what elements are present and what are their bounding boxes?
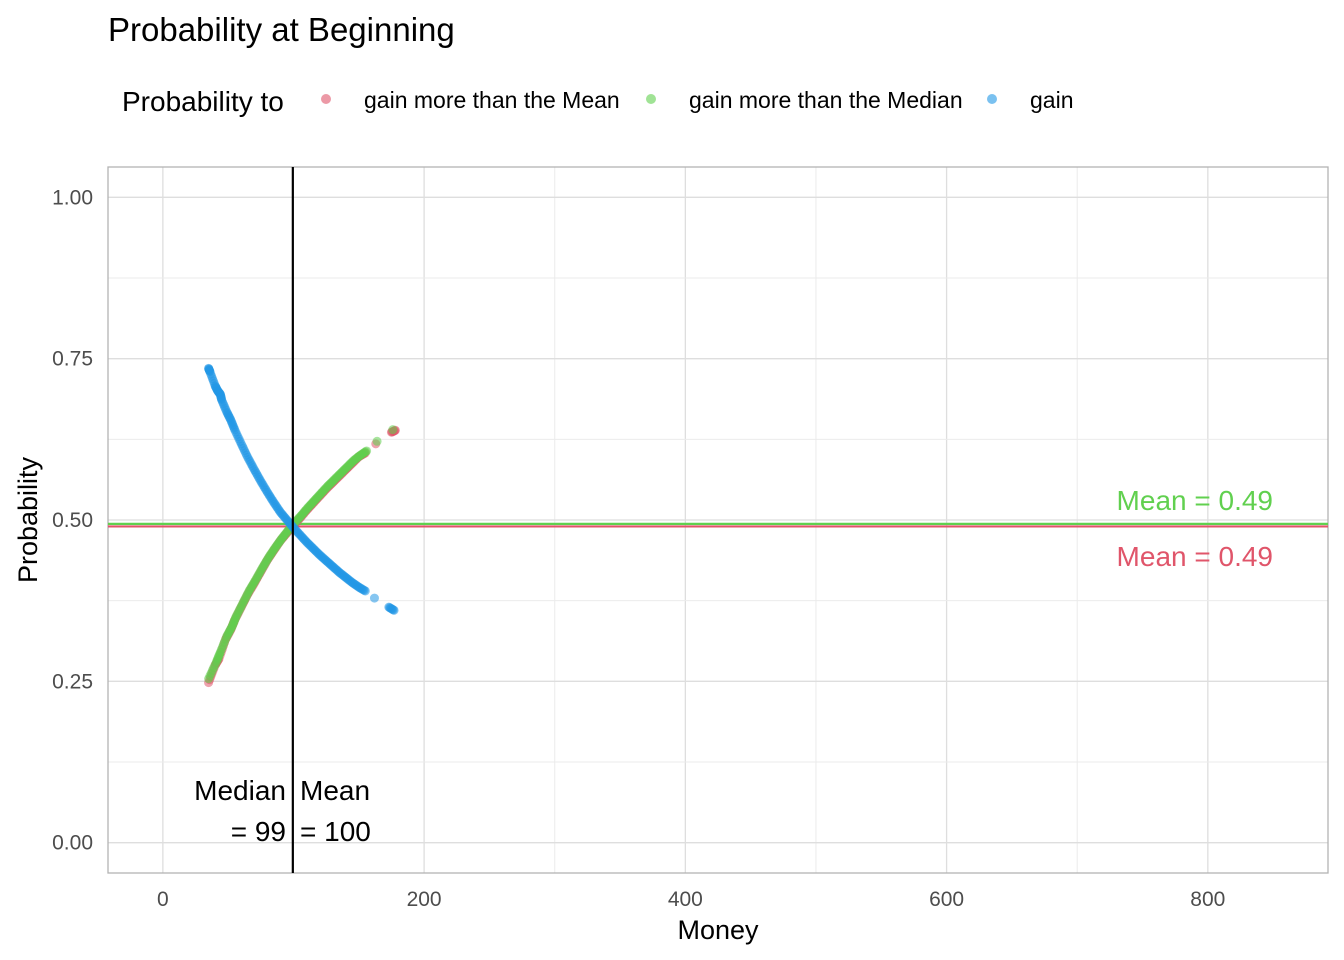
median-mean-label: Mean = 0.49: [1117, 485, 1273, 516]
data-point: [369, 593, 379, 603]
y-axis-title: Probability: [13, 456, 43, 583]
legend-key-median: [646, 94, 656, 104]
series-points: [204, 363, 399, 615]
legend-title: Probability to: [122, 86, 284, 117]
legend-label-mean: gain more than the Mean: [364, 87, 620, 113]
y-tick-label: 0.75: [52, 348, 93, 371]
series-points: [204, 425, 398, 684]
legend-key-gain: [987, 94, 997, 104]
plot-panel-border: [107, 166, 1329, 874]
mean-label-line1: Mean: [300, 775, 370, 806]
y-tick-label: 0.50: [52, 509, 93, 532]
series-points: [204, 425, 400, 688]
mean-lines: [108, 522, 1328, 528]
data-point: [389, 605, 399, 615]
chart-title: Probability at Beginning: [108, 11, 455, 48]
data-point: [362, 446, 372, 456]
legend-label-gain: gain: [1030, 87, 1073, 113]
legend-key-mean: [321, 94, 331, 104]
y-tick-label: 1.00: [52, 186, 93, 209]
x-tick-label: 0: [157, 888, 169, 911]
x-tick-label: 400: [668, 888, 703, 911]
legend-label-median: gain more than the Median: [689, 87, 963, 113]
mean-mean-label: Mean = 0.49: [1117, 541, 1273, 572]
y-tick-label: 0.00: [52, 832, 93, 855]
data-point: [372, 436, 382, 446]
median-label-line2: = 99: [231, 816, 286, 847]
grid-lines: [108, 167, 1328, 873]
median-label-line1: Median: [194, 775, 286, 806]
data-point: [388, 425, 398, 435]
data-points: [204, 363, 400, 688]
x-tick-label: 200: [407, 888, 442, 911]
x-axis-title: Money: [677, 915, 759, 945]
x-tick-label: 600: [929, 888, 964, 911]
x-tick-label: 800: [1190, 888, 1225, 911]
mean-label-line2: = 100: [300, 816, 371, 847]
data-point: [360, 586, 370, 596]
y-tick-label: 0.25: [52, 670, 93, 693]
tick-labels: 0 200 400 600 800 0.00 0.25 0.50 0.75 1.00: [52, 186, 1225, 911]
